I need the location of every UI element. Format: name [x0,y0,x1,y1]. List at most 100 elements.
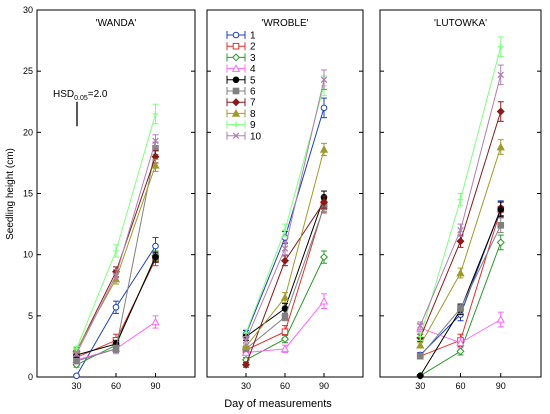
data-point [496,142,505,151]
series-10 [73,134,159,358]
legend-marker [232,87,240,95]
y-tick-label: 0 [28,372,33,382]
legend-marker [232,76,240,84]
data-point [280,344,290,353]
series-10 [242,69,328,345]
data-point [497,222,505,229]
data-point [152,242,159,250]
data-point [280,256,290,265]
legend-marker [231,53,241,62]
data-point [152,137,159,145]
data-point [497,206,505,213]
series-3 [241,250,329,364]
legend-marker [232,42,240,50]
data-point [112,345,120,353]
y-tick-label: 20 [23,127,33,137]
data-point [282,227,288,233]
data-point [73,357,80,365]
legend-item-1: 1 [226,31,256,42]
series-4 [416,311,505,349]
series-layer [72,36,505,380]
y-tick-label: 15 [23,189,33,199]
y-tick-label: 5 [28,311,33,321]
legend-marker [231,64,241,72]
series-6 [416,217,505,360]
data-point [496,315,505,323]
data-point [416,340,425,349]
x-tick-label: 30 [241,381,251,391]
data-point [152,253,159,261]
series-4 [241,293,329,356]
legend-item-10: 10 [226,131,262,142]
data-point [73,372,80,380]
data-point [112,272,120,279]
legend-marker [231,109,241,117]
data-point [280,293,290,301]
x-tick-label: 90 [319,381,329,391]
x-tick-label: 90 [150,381,160,391]
data-point [496,238,505,247]
x-tick-label: 30 [71,381,81,391]
legend-marker [232,31,240,39]
legend-label: 6 [250,87,256,98]
legend-label: 2 [250,42,256,53]
legend-item-9: 9 [226,120,256,131]
legend-marker [232,132,240,140]
series-10 [416,64,505,330]
y-tick-label: 30 [23,5,33,15]
legend-label: 5 [250,75,256,86]
data-point [416,322,424,329]
data-point [457,226,464,234]
data-point [152,111,159,117]
data-point [243,330,249,336]
legend-item-6: 6 [226,87,256,98]
axes-layer: 'WANDA'30 60 90051015202530HSD0.05=2.0'WRO… [23,5,542,391]
x-tick-label: 90 [496,381,506,391]
legend-item-2: 2 [226,42,256,53]
data-point [281,245,289,252]
panel-title: 'WROBLE' [261,18,308,29]
data-point [320,104,328,112]
data-point [497,43,504,50]
data-point [281,313,289,321]
series-9 [73,103,159,352]
data-point [416,352,424,360]
legend-item-5: 5 [226,75,256,86]
x-tick-label: 60 [111,381,121,391]
legend-item-8: 8 [226,109,256,120]
data-point [73,346,80,352]
x-tick-label: 60 [455,381,465,391]
legend-label: 3 [250,53,256,64]
data-point [241,360,251,369]
data-point [417,333,424,340]
y-axis-label: Seedling height (cm) [5,148,16,240]
data-point [241,342,251,350]
data-point [497,71,505,79]
data-point [113,248,119,254]
legend-marker [231,98,241,107]
panel-title: 'WANDA' [96,18,137,29]
legend-marker [233,121,239,128]
legend-label: 8 [250,109,256,120]
data-point [456,347,465,356]
legend-label: 4 [250,64,256,75]
data-point [319,253,329,262]
data-point [457,305,464,312]
legend-item-7: 7 [226,98,256,109]
data-point [151,317,160,326]
data-point [319,145,329,153]
data-point [319,296,329,305]
data-point [242,337,250,344]
panel-title: 'LUTOWKA' [434,18,487,29]
data-point [416,372,424,380]
legend-item-4: 4 [226,64,256,75]
data-point [241,348,251,356]
data-point [319,198,329,207]
x-axis-label: Day of measurements [224,398,332,410]
data-point [151,161,160,169]
data-point [456,268,465,277]
legend-item-3: 3 [226,53,256,64]
series-9 [417,36,504,341]
